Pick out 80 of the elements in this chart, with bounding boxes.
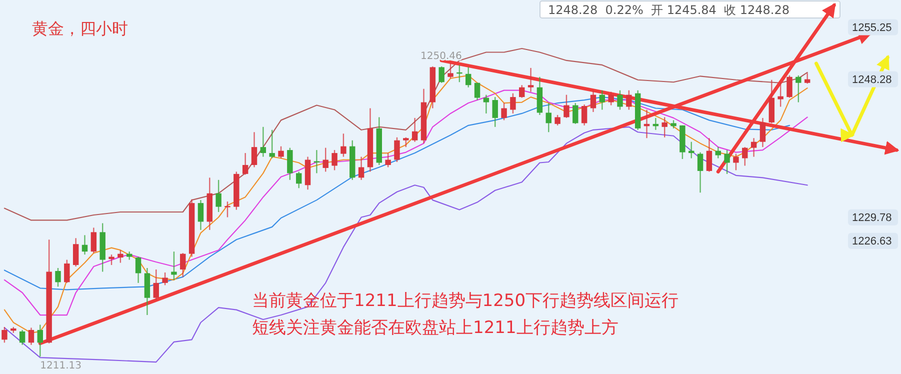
candlestick bbox=[804, 72, 810, 84]
candlestick bbox=[581, 104, 588, 126]
candlestick bbox=[108, 254, 114, 266]
candlestick bbox=[617, 90, 623, 110]
candlestick bbox=[626, 90, 632, 110]
candlestick bbox=[796, 74, 802, 103]
candlestick bbox=[278, 146, 284, 159]
candlestick bbox=[19, 329, 26, 346]
candlestick bbox=[394, 136, 400, 163]
candlestick bbox=[260, 126, 266, 158]
y-tick-label: 1226.63 bbox=[852, 236, 892, 248]
candlestick bbox=[64, 259, 70, 284]
candlestick bbox=[510, 92, 516, 114]
candlestick bbox=[528, 67, 534, 92]
candlestick bbox=[162, 272, 168, 286]
candlestick bbox=[564, 94, 570, 119]
line-series bbox=[4, 96, 790, 290]
candlestick bbox=[760, 117, 766, 148]
candlestick bbox=[554, 114, 560, 126]
candlestick bbox=[242, 152, 248, 176]
candlestick bbox=[786, 74, 792, 98]
candlestick bbox=[590, 90, 596, 113]
candlestick bbox=[403, 136, 409, 148]
candlestick bbox=[296, 171, 302, 189]
text: 黄金，四小时 bbox=[32, 19, 128, 38]
candlestick bbox=[171, 250, 177, 281]
candlestick bbox=[135, 256, 142, 284]
candlestick bbox=[2, 326, 8, 344]
candlestick bbox=[662, 116, 668, 138]
candlestick bbox=[269, 129, 275, 159]
candlestick bbox=[448, 62, 454, 79]
candlestick bbox=[28, 327, 34, 346]
line-series bbox=[4, 48, 808, 221]
candlestick bbox=[37, 324, 43, 358]
y-tick-label: 1255.25 bbox=[852, 22, 892, 34]
annotation: 1211.13 bbox=[40, 360, 82, 372]
candlestick bbox=[706, 138, 712, 172]
candlestick bbox=[492, 96, 498, 128]
y-tick-label: 1248.28 bbox=[852, 74, 892, 86]
candlestick bbox=[118, 249, 124, 264]
candlestick bbox=[322, 147, 328, 172]
candlestick bbox=[438, 66, 444, 84]
candlestick bbox=[314, 149, 320, 174]
candlestick bbox=[778, 82, 784, 108]
candlestick bbox=[180, 252, 186, 278]
candlestick bbox=[742, 146, 748, 166]
candlestick bbox=[465, 66, 472, 88]
y-tick-label: 1229.78 bbox=[852, 212, 892, 224]
candlestick bbox=[546, 102, 552, 133]
candlestick bbox=[251, 132, 258, 168]
candlestick bbox=[724, 149, 730, 175]
candlestick bbox=[216, 179, 222, 213]
candlestick bbox=[90, 227, 97, 254]
candlestick bbox=[599, 90, 606, 110]
annotation: 短线关注黄金能否在欧盘站上1211上行趋势上方 bbox=[252, 318, 618, 338]
candlestick bbox=[608, 91, 614, 106]
line-series bbox=[4, 126, 808, 363]
candlestick bbox=[340, 133, 346, 158]
candlestick bbox=[55, 267, 61, 288]
candlestick bbox=[385, 152, 391, 168]
annotation: 1250.46 bbox=[420, 51, 462, 62]
candlestick bbox=[332, 149, 338, 171]
candlestick bbox=[82, 234, 88, 256]
candlestick bbox=[519, 84, 525, 98]
candlestick bbox=[474, 82, 480, 101]
candlestick bbox=[733, 153, 739, 171]
candlestick bbox=[483, 94, 490, 114]
candlestick bbox=[72, 238, 79, 268]
candlestick bbox=[412, 117, 418, 142]
price-header: 1248.28 0.22% 开 1245.84 收 1248.28 bbox=[540, 0, 840, 18]
candlestick bbox=[358, 156, 364, 181]
candlestick bbox=[697, 152, 704, 194]
candlestick bbox=[750, 138, 757, 158]
candlestick bbox=[572, 102, 578, 125]
candlestick bbox=[287, 147, 293, 181]
candlestick bbox=[501, 102, 507, 121]
candlestick bbox=[198, 199, 204, 231]
annotation: 1248.28 0.22% 开 1245.84 收 1248.28 bbox=[548, 3, 790, 17]
candlestick bbox=[715, 146, 721, 159]
candlestick bbox=[153, 268, 159, 301]
